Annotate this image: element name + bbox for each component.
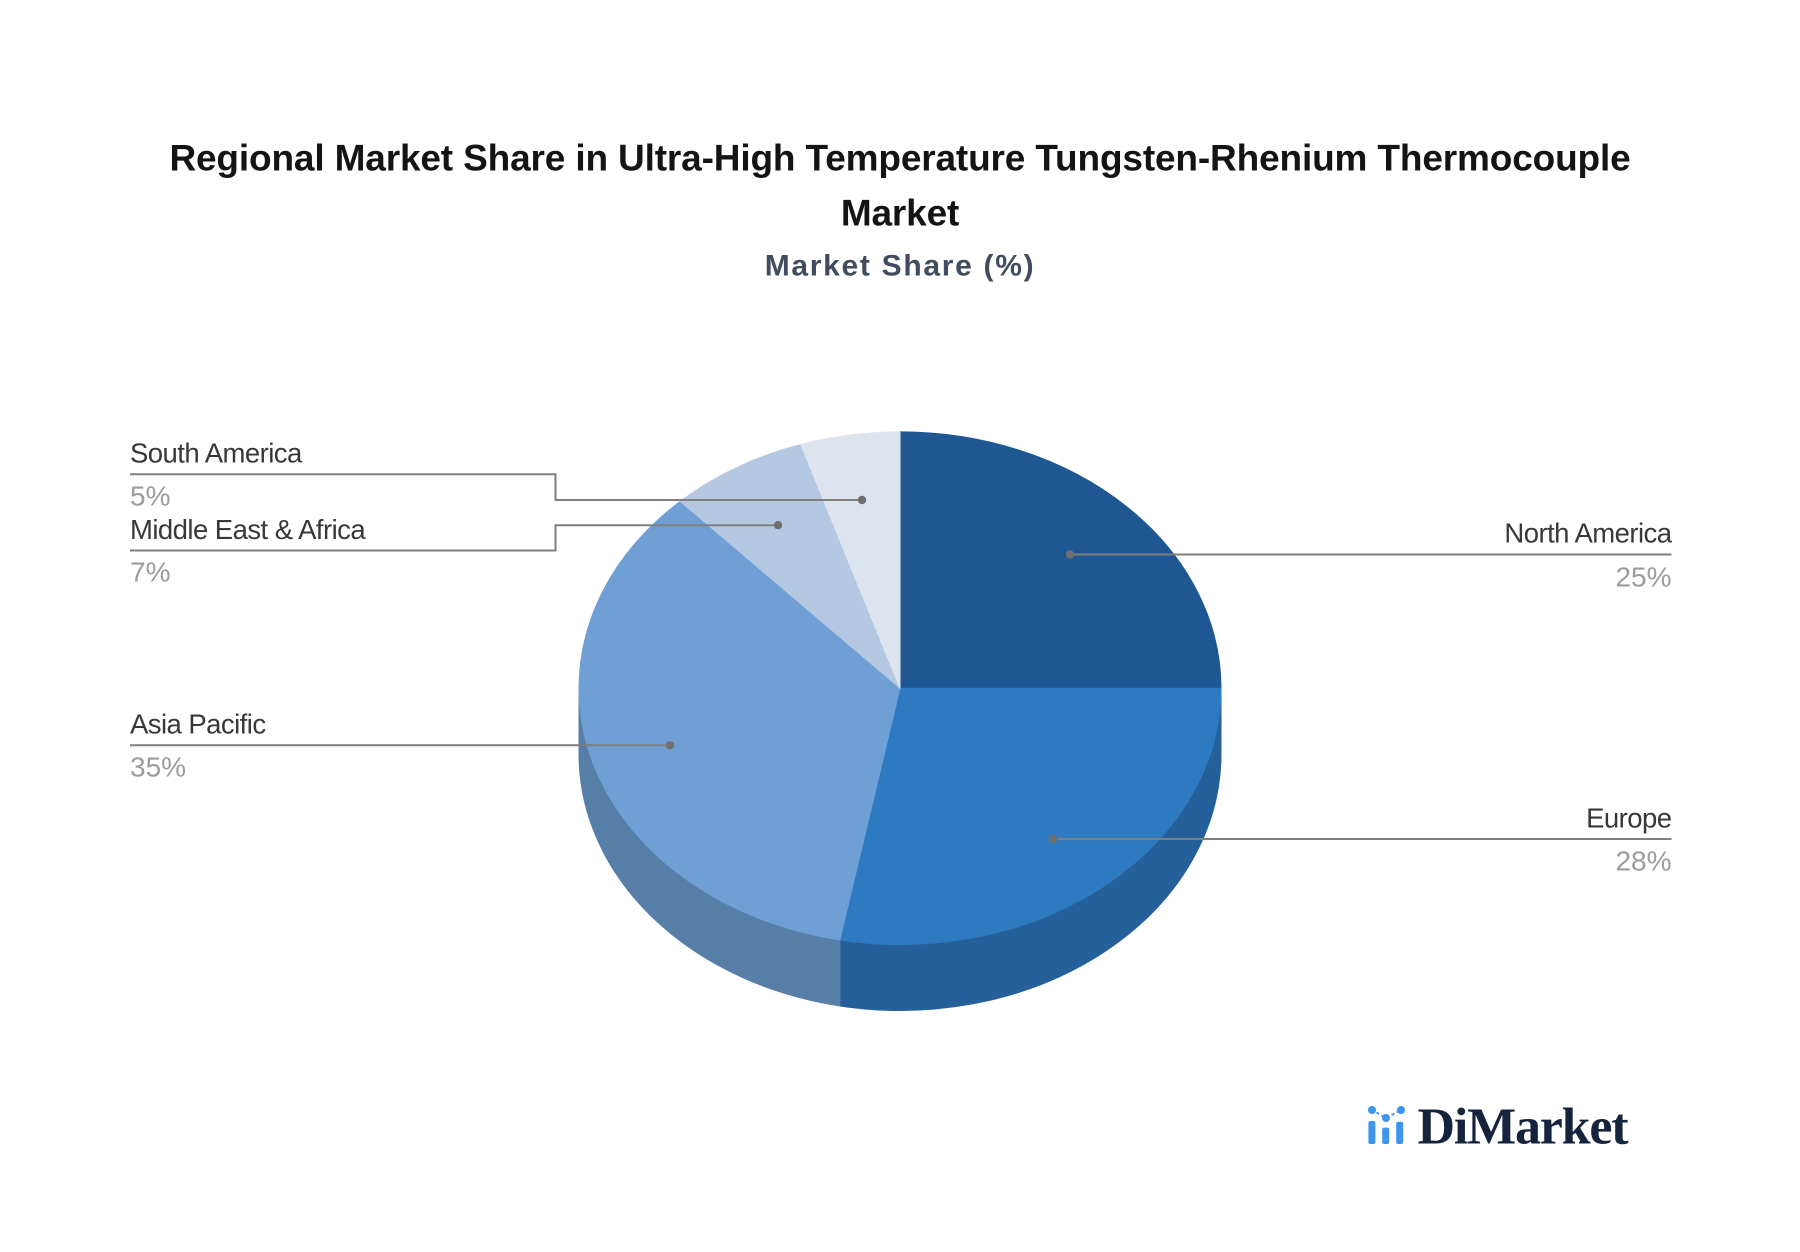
svg-text:7%: 7% (130, 557, 170, 588)
svg-text:DiMarket: DiMarket (1418, 1098, 1630, 1155)
svg-text:35%: 35% (130, 752, 186, 783)
svg-text:Middle East & Africa: Middle East & Africa (130, 514, 366, 545)
svg-text:28%: 28% (1615, 845, 1671, 876)
svg-text:South America: South America (130, 438, 303, 469)
svg-text:25%: 25% (1615, 561, 1671, 592)
svg-text:Asia Pacific: Asia Pacific (130, 709, 266, 740)
svg-text:North America: North America (1504, 518, 1672, 549)
svg-text:Regional Market Share in Ultra: Regional Market Share in Ultra-High Temp… (169, 137, 1630, 178)
svg-text:Market: Market (841, 192, 959, 233)
svg-text:Market Share (%): Market Share (%) (765, 249, 1036, 282)
svg-text:Europe: Europe (1586, 802, 1672, 833)
svg-text:5%: 5% (130, 481, 170, 512)
